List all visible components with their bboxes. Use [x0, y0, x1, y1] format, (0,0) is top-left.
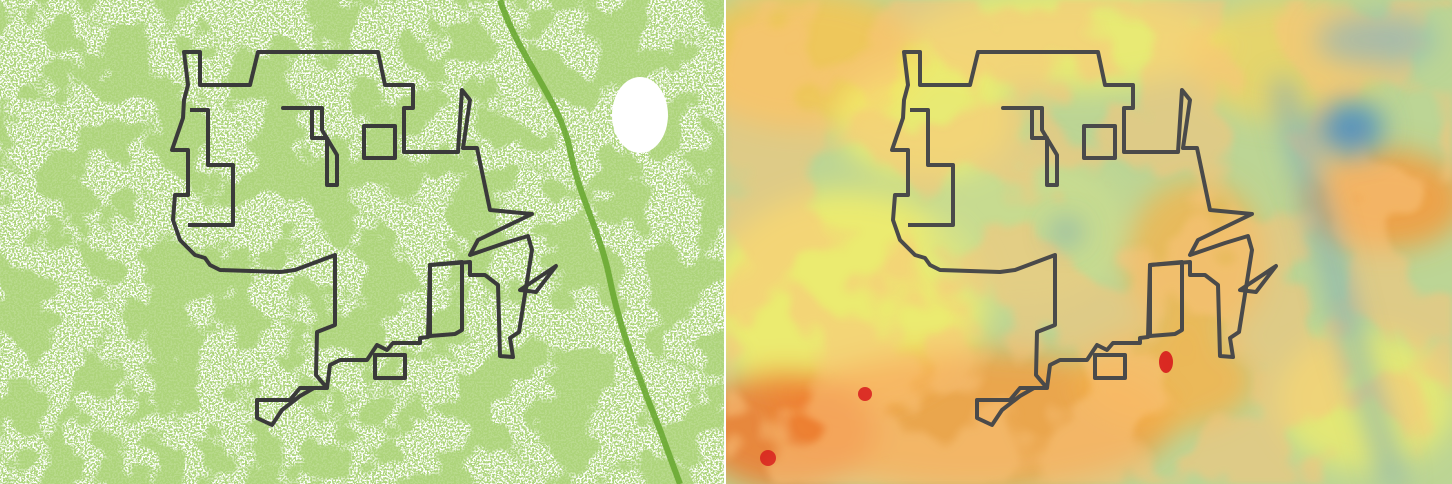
boundary-inner-west	[188, 108, 235, 227]
overlay-boundary-hole-4	[1093, 353, 1127, 380]
canopy-map-panel	[0, 0, 724, 484]
overlay-boundary-outer	[890, 50, 1254, 427]
city-boundary	[170, 50, 558, 427]
overlay-boundary-spur	[1238, 264, 1278, 294]
overlay-boundary-hole-2	[1082, 124, 1117, 160]
canopy-map-svg	[0, 0, 724, 484]
overlay-boundary-hole-1	[1001, 106, 1059, 187]
boundary-outer	[170, 50, 534, 427]
heat-texture	[726, 0, 1452, 484]
heatmap-panel	[726, 0, 1452, 484]
lake-clearing	[612, 77, 668, 153]
boundary-spur	[518, 264, 558, 294]
hot-spots	[760, 351, 1173, 466]
overlay-boundary-hole-3	[1148, 260, 1184, 338]
overlay-boundary-inner-west	[908, 108, 955, 227]
boundary-hole-2	[362, 124, 397, 160]
canopy-cluster-layer	[0, 0, 724, 484]
boundary-hole-1	[281, 106, 339, 187]
boundary-hole-3	[428, 260, 464, 338]
river-corridor	[497, 0, 683, 484]
heatmap-svg	[726, 0, 1452, 484]
cool-zones	[1052, 15, 1436, 484]
city-boundary-overlay	[890, 50, 1278, 427]
boundary-hole-4	[373, 353, 407, 380]
